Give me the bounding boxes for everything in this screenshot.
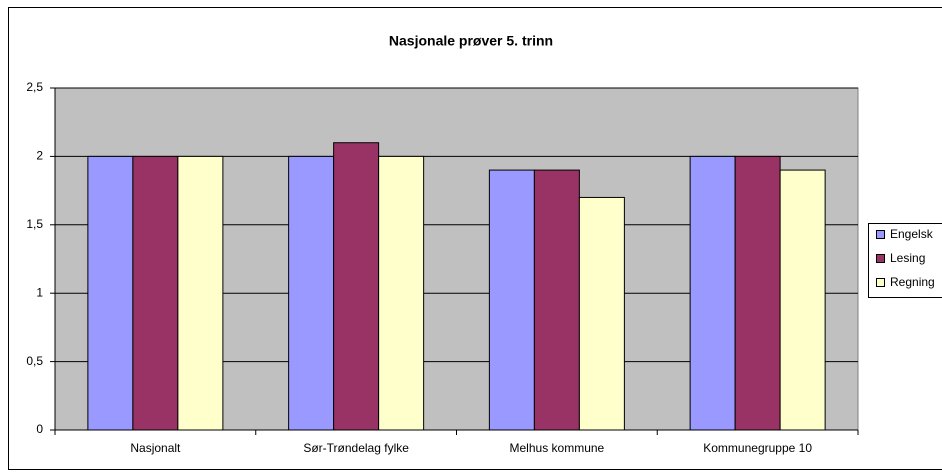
- bar: [333, 142, 380, 431]
- bar: [378, 155, 425, 431]
- y-tick-label: 2,5: [26, 80, 43, 94]
- x-tick-label: Kommunegruppe 10: [703, 441, 812, 455]
- bar: [288, 155, 335, 431]
- bar: [87, 155, 134, 431]
- bar: [533, 169, 580, 431]
- legend-label: Engelsk: [890, 227, 934, 241]
- bar: [689, 155, 736, 431]
- x-tick-label: Sør-Trøndelag fylke: [303, 441, 409, 455]
- y-tick-label: 0,5: [26, 354, 43, 368]
- chart-title: Nasjonale prøver 5. trinn: [389, 33, 553, 49]
- bar: [779, 169, 826, 431]
- bar: [177, 155, 224, 431]
- legend-swatch: [876, 278, 885, 287]
- legend-swatch: [876, 254, 885, 263]
- bar: [734, 155, 781, 431]
- y-tick-label: 2: [36, 149, 43, 163]
- x-tick-label: Melhus kommune: [510, 441, 605, 455]
- legend-swatch: [876, 230, 885, 239]
- legend-label: Lesing: [890, 251, 925, 265]
- bar: [488, 169, 535, 431]
- y-tick-label: 1: [36, 285, 43, 299]
- bar: [578, 196, 625, 431]
- x-tick-label: Nasjonalt: [130, 441, 181, 455]
- bar: [132, 155, 179, 431]
- legend-label: Regning: [890, 275, 935, 289]
- y-tick-label: 0: [36, 422, 43, 436]
- y-tick-label: 1,5: [26, 217, 43, 231]
